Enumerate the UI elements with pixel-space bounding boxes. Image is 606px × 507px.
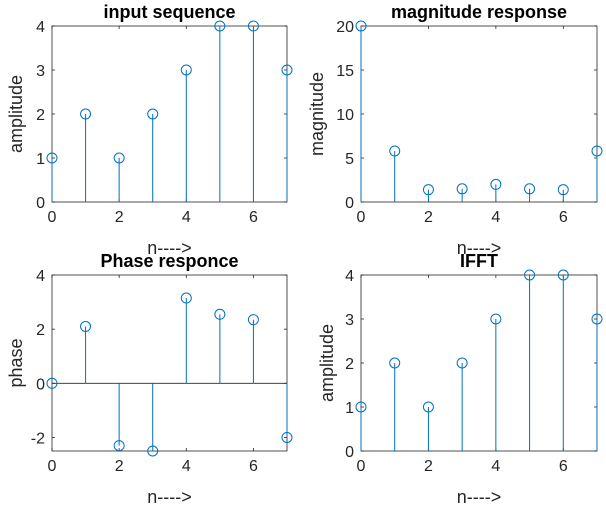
y-tick-label: 5 [345, 151, 354, 168]
subplot-title: IFFT [460, 251, 498, 271]
axes-box [51, 25, 288, 203]
x-tick-label: 4 [182, 209, 191, 226]
stem-marker [389, 145, 401, 157]
x-tick-label: 0 [48, 209, 57, 226]
stem-marker [214, 20, 226, 32]
stem-marker [557, 269, 569, 281]
x-axis-label: n----> [457, 487, 502, 507]
x-tick-label: 2 [115, 458, 124, 475]
stem-marker [355, 20, 367, 32]
x-tick-label: 4 [491, 458, 500, 475]
subplot-1: 0 2 4 6 0 1 2 3 4 input sequence n----> amplitude [6, 2, 293, 258]
stem-marker [80, 108, 92, 120]
stem-marker [456, 183, 468, 195]
stem-marker [180, 292, 192, 304]
y-tick-label: 4 [36, 19, 45, 36]
stem-marker [281, 64, 293, 76]
stem-marker [456, 357, 468, 369]
y-tick-label: 2 [36, 322, 45, 339]
stem-marker [355, 401, 367, 413]
y-tick-label: 3 [345, 312, 354, 329]
subplot-title: Phase responce [100, 251, 238, 271]
x-tick-label: 0 [48, 458, 57, 475]
stem-marker [422, 401, 434, 413]
x-tick-label: 2 [424, 209, 433, 226]
subplot-4: 0 2 4 6 0 1 2 3 4 IFFT n----> amplitude [317, 251, 603, 507]
stem-marker [591, 313, 603, 325]
stem-marker [422, 184, 434, 196]
stem-marker [524, 183, 536, 195]
y-tick-label: 15 [336, 63, 354, 80]
subplot-title: input sequence [103, 2, 235, 22]
stem-marker [591, 145, 603, 157]
stem-marker [281, 431, 293, 443]
x-axis-label: n----> [457, 238, 502, 258]
x-tick-label: 6 [559, 209, 568, 226]
stem-marker [490, 313, 502, 325]
stem-marker [490, 178, 502, 190]
stem-marker [113, 152, 125, 164]
y-tick-label: 0 [345, 195, 354, 212]
y-tick-label: 2 [345, 356, 354, 373]
x-tick-label: 6 [249, 209, 258, 226]
stem-marker [214, 308, 226, 320]
x-axis-label: n----> [147, 487, 192, 507]
y-axis-label: magnitude [307, 72, 327, 156]
subplot-2: 0 2 4 6 0 5 10 15 20 magnitude response n----> magn… [307, 2, 603, 258]
x-tick-label: 2 [115, 209, 124, 226]
subplot-title: magnitude response [391, 2, 567, 22]
stem-marker [46, 377, 58, 389]
y-tick-label: 1 [36, 151, 45, 168]
stem-marker [247, 314, 259, 326]
x-tick-label: 6 [559, 458, 568, 475]
stem-marker [46, 152, 58, 164]
y-tick-label: 4 [36, 268, 45, 285]
y-tick-label: 10 [336, 107, 354, 124]
y-tick-label: 20 [336, 19, 354, 36]
stem-marker [180, 64, 192, 76]
y-tick-label: 0 [36, 195, 45, 212]
axes-box [360, 274, 598, 452]
y-tick-label: 2 [36, 107, 45, 124]
y-tick-label: -2 [31, 430, 45, 447]
stem-marker [524, 269, 536, 281]
stem-marker [80, 320, 92, 332]
x-tick-label: 2 [424, 458, 433, 475]
axes-box [360, 25, 598, 203]
x-tick-label: 0 [357, 209, 366, 226]
y-axis-label: amplitude [6, 75, 26, 153]
y-tick-label: 1 [345, 400, 354, 417]
stem-marker [113, 440, 125, 452]
y-axis-label: phase [6, 338, 26, 387]
x-axis-label: n----> [147, 238, 192, 258]
x-tick-label: 4 [491, 209, 500, 226]
y-tick-label: 0 [36, 376, 45, 393]
stem-marker [557, 184, 569, 196]
y-tick-label: 3 [36, 63, 45, 80]
stem-marker [389, 357, 401, 369]
x-tick-label: 0 [357, 458, 366, 475]
axes-box [51, 274, 288, 452]
y-axis-label: amplitude [317, 324, 337, 402]
stem-marker [247, 20, 259, 32]
y-tick-label: 4 [345, 268, 354, 285]
x-tick-label: 6 [249, 458, 258, 475]
y-tick-label: 0 [345, 444, 354, 461]
x-tick-label: 4 [182, 458, 191, 475]
stem-marker [147, 108, 159, 120]
stem-marker [147, 445, 159, 457]
